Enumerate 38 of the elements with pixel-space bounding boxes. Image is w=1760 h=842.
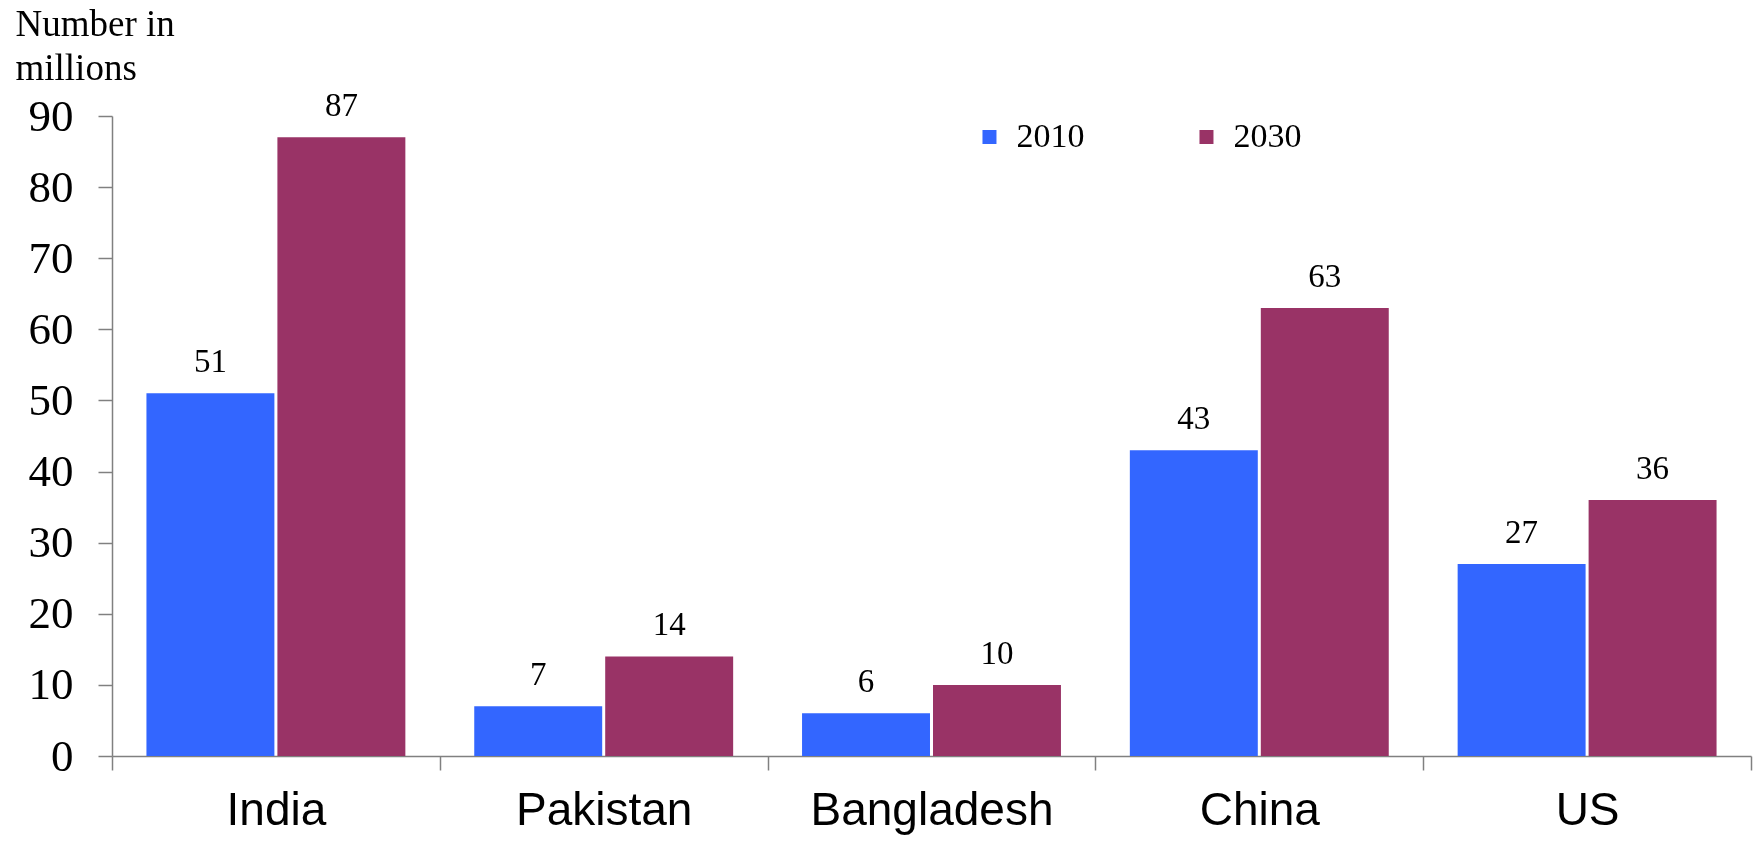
y-tick-label: 50 — [28, 374, 74, 425]
bar — [1457, 564, 1586, 756]
data-label: 36 — [1636, 450, 1670, 486]
y-tick-label: 20 — [28, 588, 74, 639]
x-tick-label: Pakistan — [515, 782, 693, 835]
bar — [802, 713, 930, 756]
bar — [277, 137, 406, 756]
bar — [146, 393, 275, 756]
y-tick-label: 70 — [28, 232, 74, 283]
bar — [1260, 308, 1389, 756]
y-tick-label: 60 — [28, 303, 74, 354]
y-tick-label: 30 — [28, 517, 74, 568]
data-label: 43 — [1177, 400, 1211, 437]
y-tick-label: 0 — [51, 730, 74, 781]
data-label: 6 — [857, 663, 875, 700]
x-tick-label: China — [1199, 782, 1321, 835]
bar — [933, 684, 1061, 756]
data-label: 51 — [193, 343, 227, 380]
bar — [474, 706, 603, 756]
data-label: 10 — [980, 634, 1014, 671]
y-tick-label: 40 — [28, 446, 74, 497]
bar — [605, 656, 734, 756]
x-tick-label: US — [1555, 782, 1620, 835]
legend-label: 2030 — [1233, 117, 1302, 154]
y-tick-label: 10 — [28, 659, 74, 710]
bar — [1588, 500, 1717, 756]
data-label: 87 — [324, 87, 358, 124]
y-tick-label: 90 — [28, 90, 74, 141]
x-tick-label: India — [226, 782, 327, 835]
data-label: 27 — [1505, 514, 1539, 550]
bar — [1129, 450, 1258, 756]
y-axis-title: Number in millions — [15, 2, 175, 88]
data-label: 63 — [1308, 258, 1342, 294]
x-tick-label: Bangladesh — [810, 782, 1054, 835]
legend-label: 2010 — [1016, 117, 1085, 154]
data-label: 14 — [652, 606, 686, 643]
data-label: 7 — [529, 656, 547, 693]
y-tick-label: 80 — [28, 161, 74, 212]
